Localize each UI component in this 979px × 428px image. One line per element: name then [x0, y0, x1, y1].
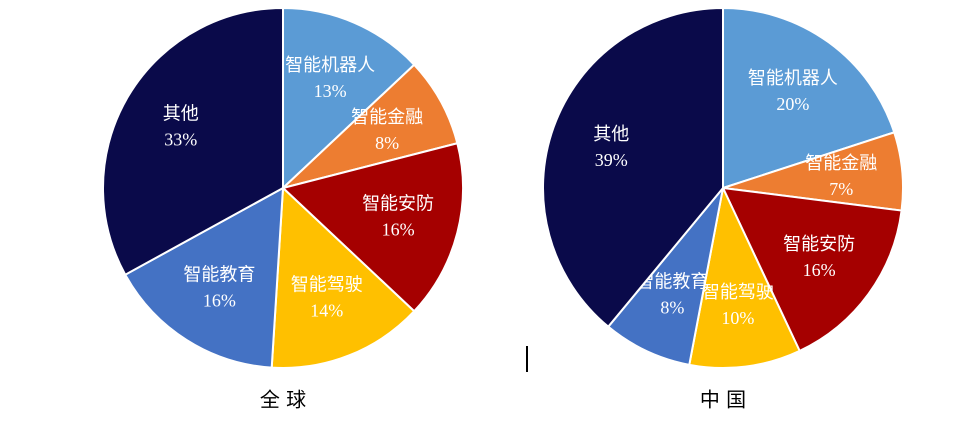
pie-slice: [542, 6, 724, 329]
slice-value: 14%: [310, 301, 343, 321]
slice-value: 13%: [314, 81, 347, 101]
pie-slice: [102, 6, 284, 277]
pie-slice: [282, 6, 416, 191]
slice-value: 20%: [776, 94, 809, 114]
slice-value: 8%: [375, 133, 399, 153]
slice-value: 16%: [203, 290, 236, 310]
slice-value: 33%: [164, 130, 197, 150]
slice-label: 智能金融: [805, 153, 877, 174]
slice-label: 其他: [163, 104, 199, 125]
chart-title: 全 球: [260, 388, 306, 412]
pie-slice: [282, 63, 459, 189]
pie-slice: [270, 185, 416, 369]
slice-value: 7%: [829, 179, 853, 199]
pie-slice: [722, 6, 896, 190]
pie-slice: [123, 186, 285, 369]
pie-slice: [606, 187, 724, 366]
pie-slice: [280, 142, 464, 313]
slice-label: 其他: [593, 124, 629, 145]
pie-slice: [721, 186, 903, 353]
slice-label: 智能驾驶: [291, 274, 363, 295]
slice-label: 智能教育: [183, 264, 255, 285]
slice-label: 智能安防: [362, 194, 434, 215]
slice-label: 智能教育: [636, 271, 708, 292]
slice-label: 智能安防: [783, 234, 855, 255]
slice-label: 智能驾驶: [702, 282, 774, 303]
slice-value: 39%: [595, 150, 628, 170]
slice-value: 8%: [660, 298, 684, 318]
slice-label: 智能金融: [351, 107, 423, 128]
slice-value: 16%: [382, 220, 415, 240]
slice-value: 16%: [803, 260, 836, 280]
chart-title: 中 国: [700, 388, 746, 412]
pie-slice: [688, 184, 801, 369]
slice-value: 10%: [721, 308, 754, 328]
slice-label: 智能机器人: [748, 68, 838, 89]
slice-label: 智能机器人: [285, 55, 375, 76]
